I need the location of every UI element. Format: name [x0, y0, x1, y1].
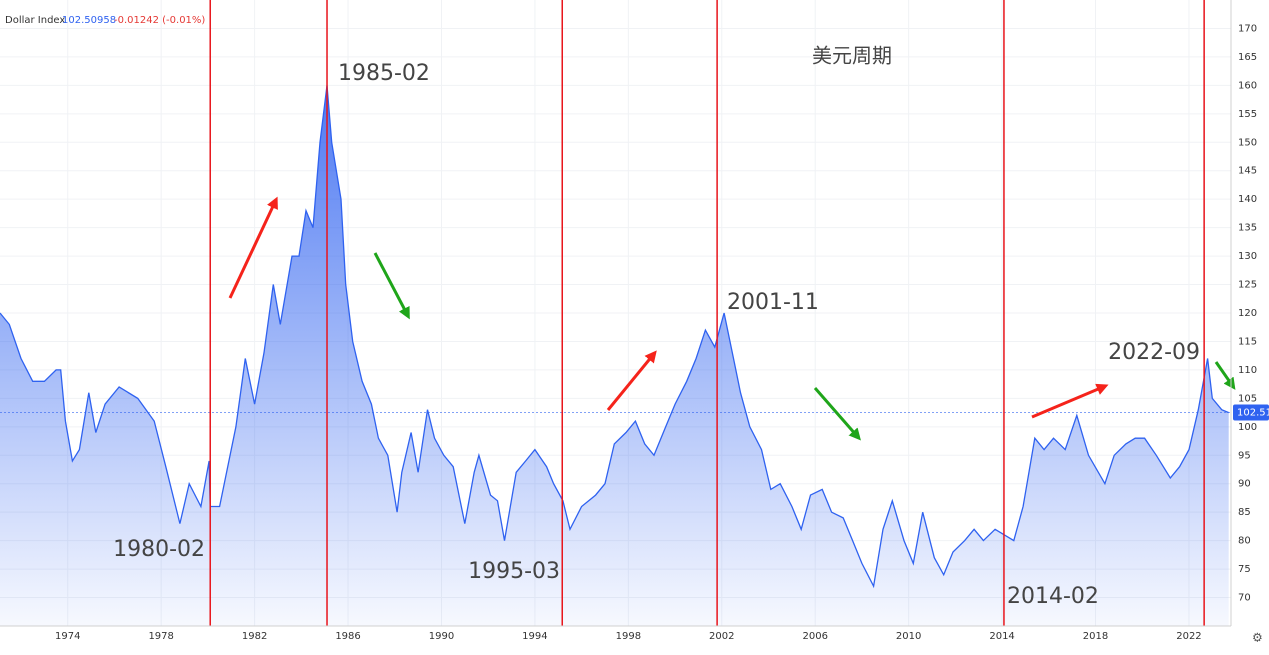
series-name: Dollar Index	[5, 15, 65, 26]
arrow-down	[813, 387, 861, 441]
annotations: 1980-02 1985-02 1995-03 2001-11 2014-02 2022-…	[113, 0, 1205, 626]
cycle-label: 1980-02	[113, 537, 205, 562]
y-tick-label: 90	[1238, 479, 1251, 490]
x-tick-label: 1986	[335, 631, 360, 642]
x-tick-label: 1974	[55, 631, 80, 642]
x-tick-label: 2006	[802, 631, 827, 642]
y-tick-label: 105	[1238, 393, 1257, 404]
change: -0.01242 (-0.01%)	[114, 15, 205, 26]
chart-title: 美元周期	[812, 44, 892, 68]
y-tick-label: 150	[1238, 137, 1257, 148]
x-tick-label: 2002	[709, 631, 734, 642]
y-tick-label: 140	[1238, 194, 1257, 205]
arrow-down	[1214, 361, 1236, 390]
x-tick-label: 1990	[429, 631, 454, 642]
arrow-down	[373, 252, 410, 320]
y-tick-label: 75	[1238, 564, 1251, 575]
settings-icon[interactable]: ⚙	[1252, 631, 1263, 645]
arrow-up	[1031, 383, 1109, 419]
y-tick-label: 145	[1238, 166, 1257, 177]
y-tick-label: 135	[1238, 223, 1257, 234]
arrows	[228, 196, 1236, 441]
x-tick-label: 2022	[1176, 631, 1201, 642]
x-tick-label: 1998	[616, 631, 641, 642]
cycle-label: 2014-02	[1007, 584, 1099, 609]
y-tick-label: 80	[1238, 536, 1251, 547]
area	[0, 85, 1229, 626]
x-tick-label: 2010	[896, 631, 921, 642]
last-value-badge	[1233, 404, 1269, 421]
line	[0, 85, 1229, 589]
y-tick-label: 70	[1238, 593, 1251, 604]
cycle-label: 2022-09	[1108, 340, 1200, 365]
y-tick-label: 95	[1238, 450, 1251, 461]
x-tick-label: 2018	[1083, 631, 1108, 642]
cycle-label: 2001-11	[727, 290, 819, 315]
y-tick-label: 110	[1238, 365, 1257, 376]
cycle-label: 1985-02	[338, 61, 430, 86]
y-tick-label: 85	[1238, 507, 1251, 518]
x-tick-label: 1994	[522, 631, 547, 642]
x-tick-label: 2014	[989, 631, 1014, 642]
x-tick-label: 1978	[148, 631, 173, 642]
last-value-label: 102.51	[1237, 408, 1269, 419]
cycle-label: 1995-03	[468, 559, 560, 584]
x-tick-label: 1982	[242, 631, 267, 642]
y-tick-label: 165	[1238, 52, 1257, 63]
arrow-up	[228, 196, 278, 299]
plot	[0, 85, 1231, 626]
y-tick-label: 155	[1238, 109, 1257, 120]
last-value: 102.50958	[62, 15, 116, 26]
y-tick-label: 125	[1238, 280, 1257, 291]
y-tick-label: 160	[1238, 80, 1257, 91]
y-tick-label: 130	[1238, 251, 1257, 262]
y-tick-label: 100	[1238, 422, 1257, 433]
arrow-up	[606, 350, 657, 411]
y-tick-label: 115	[1238, 336, 1257, 347]
y-tick-label: 170	[1238, 23, 1257, 34]
y-tick-label: 120	[1238, 308, 1257, 319]
